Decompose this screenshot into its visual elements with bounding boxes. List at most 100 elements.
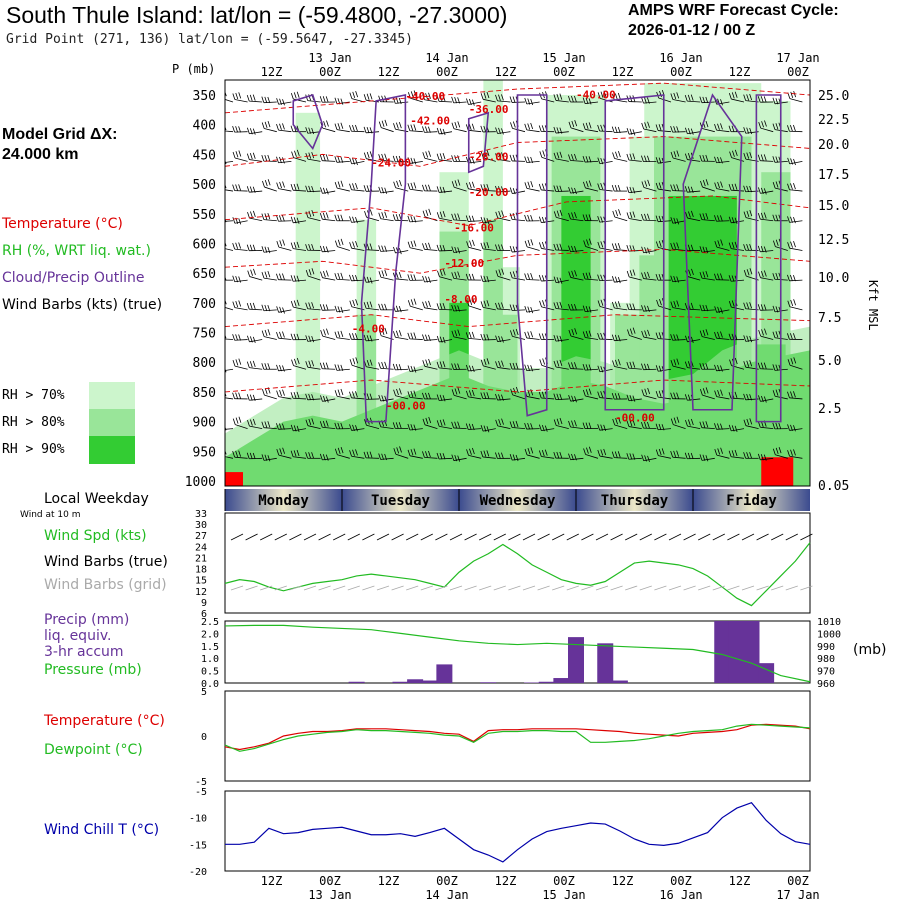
cross-section-wind-barb xyxy=(380,457,394,460)
cross-section-wind-barb xyxy=(307,366,321,370)
cross-section-wind-barb-flag xyxy=(772,305,776,313)
cross-section-wind-barb-flag xyxy=(720,307,723,314)
cross-section-wind-barb xyxy=(570,398,584,402)
cross-section-wind-barb-flag xyxy=(393,123,396,130)
cross-section-wind-barb xyxy=(225,248,234,251)
cross-section-wind-barb-flag xyxy=(705,387,709,394)
cross-section-wind-barb-flag xyxy=(530,156,534,164)
cross-section-wind-barb xyxy=(628,159,642,162)
cross-section-wind-barb xyxy=(351,364,365,370)
cross-section-wind-barb xyxy=(702,394,715,400)
cross-section-wind-barb-flag xyxy=(468,332,472,339)
cross-section-wind-barb xyxy=(745,425,759,430)
cross-section-wind-barb-flag xyxy=(472,297,475,305)
cross-section-wind-barb xyxy=(716,129,730,133)
cross-section-wind-barb-flag xyxy=(658,423,662,431)
wind-barb-true xyxy=(391,533,404,541)
wind-barb-true xyxy=(595,533,609,541)
cross-section-wind-barb-flag xyxy=(250,269,253,276)
cross-section-wind-barb-flag xyxy=(308,269,312,276)
cross-section-wind-barb-flag xyxy=(337,447,341,455)
cross-section-wind-barb-flag xyxy=(267,305,271,312)
cross-section-wind-barb-flag xyxy=(749,185,752,193)
cross-section-wind-barb xyxy=(307,339,321,342)
cross-section-wind-barb xyxy=(249,308,263,311)
cross-section-wind-barb-flag xyxy=(325,246,329,253)
cross-section-wind-barb-flag xyxy=(238,150,242,157)
cross-section-wind-barb-flag xyxy=(626,361,630,369)
cross-section-wind-barb-flag xyxy=(413,158,417,165)
cross-section-wind-barb-flag xyxy=(334,97,338,104)
cross-section-wind-barb-flag xyxy=(574,454,577,461)
wind-barb-true xyxy=(493,533,507,541)
cross-section-wind-barb-flag xyxy=(527,214,530,222)
cross-section-wind-barb-flag xyxy=(509,213,513,220)
cross-section-wind-barb xyxy=(278,129,292,133)
cross-section-wind-barb-flag xyxy=(568,303,571,311)
cross-section-wind-barb xyxy=(614,158,628,162)
cross-section-wind-barb-flag xyxy=(498,127,501,135)
cross-section-wind-barb-flag xyxy=(629,270,633,277)
weekday-cell xyxy=(693,489,810,511)
cross-section-wind-barb-flag xyxy=(349,359,353,366)
cross-section-wind-barb-flag xyxy=(559,185,563,192)
cross-section-wind-barb-flag xyxy=(366,93,370,100)
cross-section-wind-barb-flag xyxy=(428,184,431,191)
cross-section-wind-barb-flag xyxy=(527,423,530,430)
cross-section-wind-barb-flag xyxy=(378,271,382,278)
cross-section-wind-barb-flag xyxy=(471,99,475,106)
cross-section-wind-barb-flag xyxy=(509,421,513,428)
cross-section-wind-barb xyxy=(687,398,701,401)
cross-section-wind-barb-flag xyxy=(793,124,796,132)
cross-section-wind-barb-flag xyxy=(381,395,385,402)
cross-section-wind-barb xyxy=(438,100,453,103)
cross-section-wind-barb-flag xyxy=(582,123,586,130)
precip-bar xyxy=(538,681,555,683)
cross-section-wind-barb xyxy=(658,305,672,311)
cross-section-wind-barb-flag xyxy=(588,98,592,105)
cross-section-wind-barb-flag xyxy=(655,157,659,164)
cross-section-wind-barb xyxy=(570,127,584,133)
cross-section-wind-barb-flag xyxy=(530,122,534,130)
cross-section-wind-barb xyxy=(599,455,613,459)
cross-section-wind-barb-flag xyxy=(775,272,779,280)
cross-section-wind-barb xyxy=(556,217,569,222)
cross-section-wind-barb xyxy=(643,336,657,340)
cross-section-wind-barb-flag xyxy=(542,150,546,157)
cross-section-wind-barb-flag xyxy=(282,215,285,222)
cross-section-wind-barb-flag xyxy=(699,454,703,461)
cross-section-wind-barb-flag xyxy=(498,360,501,368)
cross-section-wind-barb xyxy=(526,160,540,163)
cross-section-wind-barb-flag xyxy=(585,122,589,130)
cross-section-wind-barb-flag xyxy=(746,152,750,159)
cross-section-wind-barb-flag xyxy=(647,363,650,371)
cross-section-wind-barb-flag xyxy=(276,364,279,371)
cross-section-wind-barb-flag xyxy=(413,90,417,97)
cross-section-wind-barb-flag xyxy=(398,121,402,129)
cross-section-wind-barb-flag xyxy=(290,92,294,100)
cross-section-wind-barb-flag xyxy=(772,390,776,397)
top-date-label: 13 Jan xyxy=(308,51,351,65)
temperature-contour-label: -00.00 xyxy=(615,412,655,425)
wind-barb-grid xyxy=(654,585,667,591)
cross-section-wind-barb-flag xyxy=(235,92,239,100)
cross-section-wind-barb-flag xyxy=(340,388,344,396)
cross-section-wind-barb-flag xyxy=(293,391,297,399)
cross-section-wind-barb-flag xyxy=(501,128,504,135)
cross-section-wind-barb-flag xyxy=(611,126,615,133)
cross-section-wind-barb-flag xyxy=(658,448,662,456)
cross-section-wind-barb-flag xyxy=(687,244,691,251)
cross-section-wind-barb-flag xyxy=(775,389,779,396)
cross-section-wind-barb-flag xyxy=(641,213,644,221)
cross-section-wind-barb-flag xyxy=(702,421,706,428)
cross-section-wind-barb-flag xyxy=(392,363,396,371)
cross-section-wind-barb-flag xyxy=(425,276,428,283)
precip-bar xyxy=(436,664,453,683)
cross-section-wind-barb-flag xyxy=(279,98,282,105)
cross-section-wind-barb-flag xyxy=(308,210,312,218)
pressure-tick-label: 450 xyxy=(193,148,216,163)
cross-section-wind-barb-flag xyxy=(396,388,399,396)
cross-section-wind-barb-flag xyxy=(381,270,385,277)
cross-section-wind-barb-flag xyxy=(571,270,574,277)
forecast-cycle-label: AMPS WRF Forecast Cycle: xyxy=(628,2,839,19)
